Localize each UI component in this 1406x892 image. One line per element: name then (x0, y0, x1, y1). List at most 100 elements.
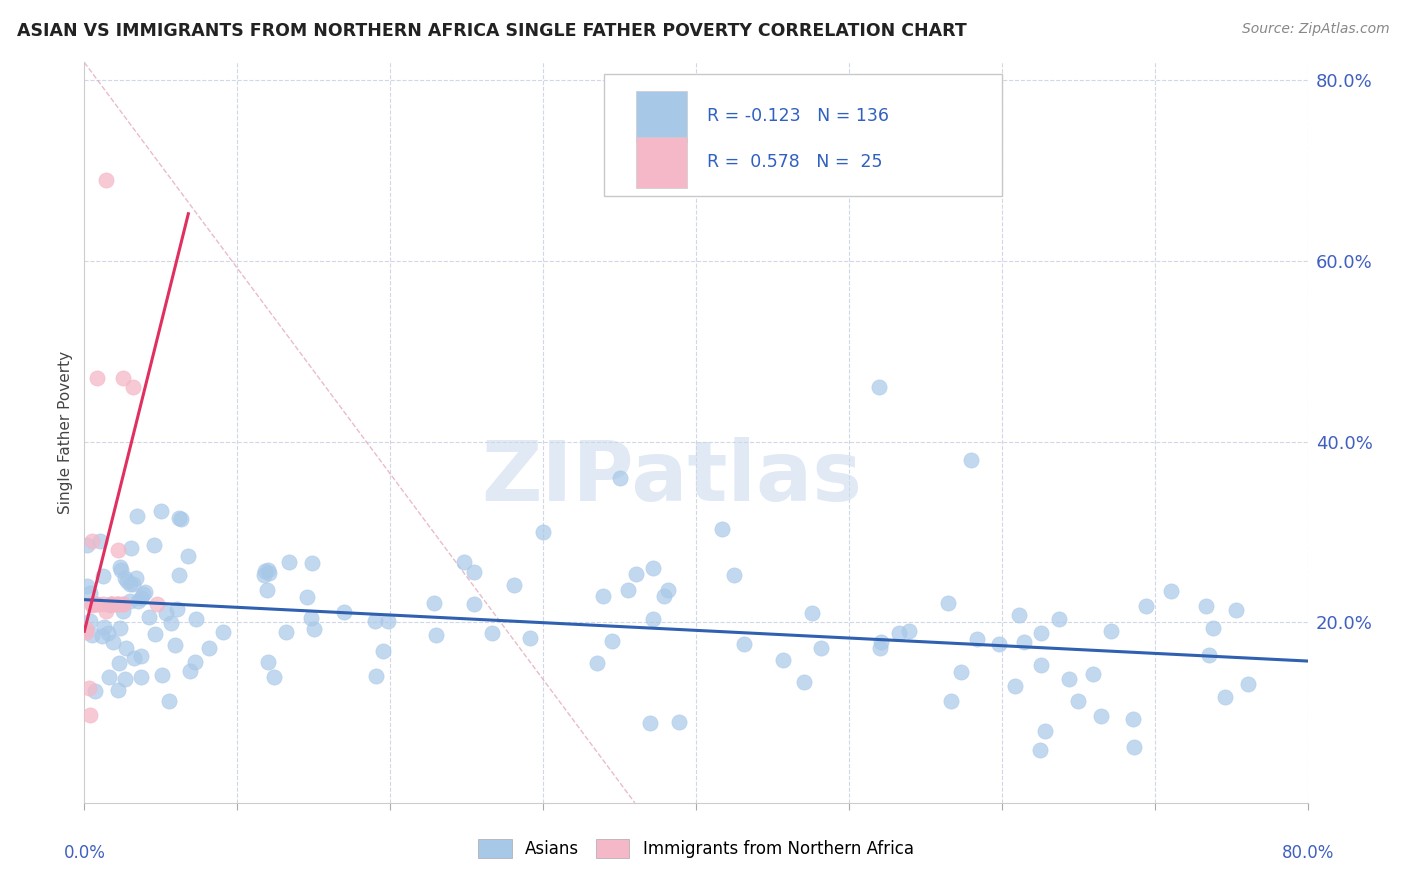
Text: ZIPatlas: ZIPatlas (481, 436, 862, 517)
Point (1237, 677, 1260, 691)
Point (257, 563, 280, 577)
Point (127, 594, 149, 608)
Point (377, 615, 399, 629)
Point (86, 371, 108, 385)
Point (263, 670, 285, 684)
Point (422, 596, 444, 610)
Point (167, 568, 190, 582)
Point (165, 638, 187, 652)
Point (723, 568, 745, 582)
Point (89, 533, 111, 548)
Point (668, 714, 690, 729)
Point (1049, 612, 1071, 626)
Point (155, 607, 177, 621)
Text: 80.0%: 80.0% (1281, 844, 1334, 862)
Point (301, 556, 323, 570)
Point (150, 504, 173, 518)
Point (111, 597, 134, 611)
Point (254, 564, 277, 578)
Point (115, 574, 138, 589)
Point (1225, 603, 1247, 617)
Point (79, 586, 101, 600)
Point (143, 627, 166, 641)
Point (1029, 742, 1052, 756)
Point (157, 694, 180, 708)
Point (950, 665, 973, 680)
Point (1008, 607, 1031, 622)
Point (453, 555, 475, 569)
Point (184, 655, 207, 669)
Point (104, 597, 127, 611)
Point (93, 619, 115, 633)
Point (143, 538, 166, 552)
Point (503, 578, 526, 592)
Point (75, 623, 97, 637)
Point (120, 541, 142, 555)
Point (657, 582, 679, 597)
Point (939, 694, 962, 708)
Point (1213, 690, 1236, 705)
Point (278, 555, 301, 569)
Point (1099, 624, 1122, 639)
Point (274, 624, 297, 639)
Point (463, 597, 485, 611)
Point (112, 604, 135, 618)
Point (100, 597, 122, 611)
Point (1057, 672, 1080, 686)
Point (122, 380, 145, 394)
Point (108, 621, 131, 635)
Point (1012, 635, 1035, 649)
Point (592, 589, 614, 603)
Point (938, 596, 960, 610)
Point (1066, 694, 1088, 708)
Point (98, 598, 121, 612)
Point (90, 629, 112, 643)
Point (586, 656, 609, 670)
Point (1004, 680, 1026, 694)
Point (76, 579, 98, 593)
Point (1081, 667, 1104, 681)
Point (870, 635, 893, 649)
Point (966, 632, 988, 646)
Point (107, 597, 129, 611)
Point (463, 565, 485, 579)
Point (100, 597, 122, 611)
Point (107, 543, 129, 558)
Point (76, 538, 98, 552)
Point (371, 644, 394, 658)
Point (711, 522, 734, 536)
Point (176, 549, 198, 563)
Y-axis label: Single Father Poverty: Single Father Poverty (58, 351, 73, 514)
Point (86, 597, 108, 611)
Point (869, 641, 891, 656)
Point (425, 628, 447, 642)
Point (80, 533, 103, 548)
Point (256, 656, 278, 670)
Point (772, 653, 794, 667)
Point (96, 604, 118, 618)
Point (1135, 599, 1157, 614)
Point (121, 576, 143, 591)
Point (1121, 712, 1143, 726)
Point (91, 597, 114, 611)
FancyBboxPatch shape (636, 91, 688, 142)
Point (481, 626, 503, 640)
Text: R =  0.578   N =  25: R = 0.578 N = 25 (707, 153, 883, 171)
Point (127, 508, 149, 523)
FancyBboxPatch shape (605, 73, 1002, 195)
Text: R = -0.123   N = 136: R = -0.123 N = 136 (707, 108, 889, 126)
Point (1202, 622, 1225, 636)
Point (101, 597, 124, 611)
Point (115, 640, 138, 655)
Text: Source: ZipAtlas.com: Source: ZipAtlas.com (1241, 22, 1389, 37)
Point (79, 707, 101, 722)
Text: 0.0%: 0.0% (63, 844, 105, 862)
Point (297, 591, 319, 605)
Point (129, 591, 152, 606)
Point (94, 173, 117, 187)
Point (1090, 709, 1112, 723)
Point (531, 524, 554, 539)
Point (257, 566, 280, 581)
Point (810, 640, 832, 655)
Point (609, 471, 631, 485)
